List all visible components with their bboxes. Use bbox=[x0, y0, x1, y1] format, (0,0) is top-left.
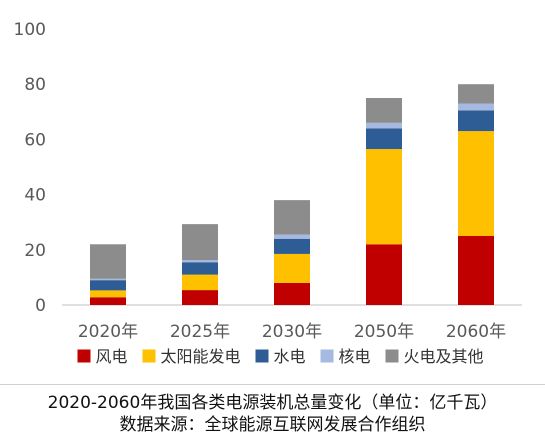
bar-segment bbox=[366, 128, 402, 150]
bar-segment bbox=[182, 290, 218, 305]
legend-label: 风电 bbox=[96, 347, 128, 366]
y-tick-label: 100 bbox=[14, 20, 46, 40]
x-axis-ticks: 2020年 2025年 2030年 2050年 2060年 bbox=[78, 322, 506, 342]
bar-segment bbox=[90, 290, 126, 298]
bar-segment bbox=[274, 282, 310, 305]
bar-segment bbox=[366, 98, 402, 123]
bar-segment bbox=[458, 84, 494, 104]
bar-segment bbox=[182, 262, 218, 275]
legend: 风电 太阳能发电 水电 核电 火电及其他 bbox=[77, 347, 484, 366]
bar-segment bbox=[90, 278, 126, 281]
x-tick-label: 2050年 bbox=[354, 322, 414, 342]
bar-segment bbox=[182, 224, 218, 261]
bar-segment bbox=[458, 110, 494, 132]
legend-label: 太阳能发电 bbox=[161, 347, 241, 366]
legend-label: 水电 bbox=[274, 347, 306, 366]
legend-swatch bbox=[255, 349, 269, 363]
bar-segment bbox=[366, 149, 402, 245]
y-tick-label: 80 bbox=[24, 75, 46, 95]
legend-swatch bbox=[320, 349, 334, 363]
bar-segment bbox=[182, 274, 218, 291]
y-tick-label: 60 bbox=[24, 130, 46, 150]
bar-segment bbox=[274, 253, 310, 283]
legend-label: 核电 bbox=[339, 347, 371, 366]
bar-segment bbox=[458, 236, 494, 305]
chart-frame: 0 20 40 60 80 100 2020年 2025年 2030年 2050年 2060年 风… bbox=[0, 20, 545, 385]
legend-swatch bbox=[385, 349, 399, 363]
bar-segment bbox=[274, 200, 310, 235]
stacked-bar-chart: 0 20 40 60 80 100 2020年 2025年 2030年 2050年 2060年 风… bbox=[14, 20, 522, 366]
caption-source: 数据来源：全球能源互联网发展合作组织 bbox=[119, 415, 426, 435]
x-tick-label: 2030年 bbox=[262, 322, 322, 342]
y-axis-ticks: 0 20 40 60 80 100 bbox=[14, 20, 46, 316]
bar-segment bbox=[182, 260, 218, 263]
bar-segment bbox=[274, 234, 310, 239]
x-tick-label: 2060年 bbox=[446, 322, 506, 342]
bar-segment bbox=[90, 297, 126, 305]
bar-segment bbox=[90, 280, 126, 291]
bar-segment bbox=[458, 103, 494, 111]
bar-segment bbox=[274, 238, 310, 254]
y-tick-label: 20 bbox=[24, 241, 46, 261]
bar-segment bbox=[366, 122, 402, 129]
legend-swatch bbox=[77, 349, 91, 363]
legend-swatch bbox=[142, 349, 156, 363]
y-tick-label: 40 bbox=[24, 186, 46, 206]
bar-segment bbox=[458, 131, 494, 236]
bars bbox=[90, 84, 494, 305]
x-tick-label: 2025年 bbox=[170, 322, 230, 342]
chart-caption: 2020-2060年我国各类电源装机总量变化（单位：亿千瓦） 数据来源：全球能源… bbox=[0, 392, 545, 436]
legend-label: 火电及其他 bbox=[404, 347, 484, 366]
y-tick-label: 0 bbox=[35, 296, 46, 316]
x-tick-label: 2020年 bbox=[78, 322, 138, 342]
caption-title: 2020-2060年我国各类电源装机总量变化（单位：亿千瓦） bbox=[47, 393, 498, 413]
bar-segment bbox=[90, 244, 126, 279]
bar-segment bbox=[366, 244, 402, 305]
